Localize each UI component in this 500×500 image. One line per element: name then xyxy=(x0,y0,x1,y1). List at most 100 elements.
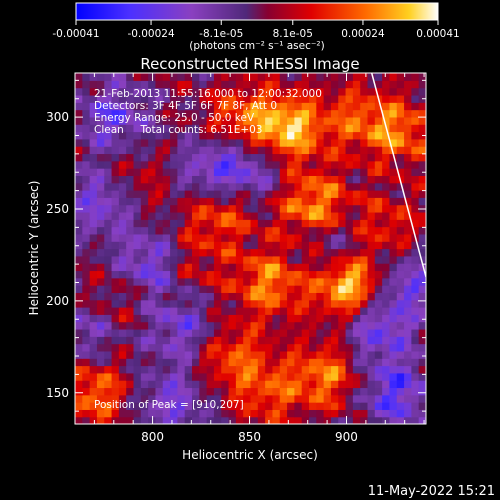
heatmap-cell xyxy=(221,80,230,89)
heatmap-cell xyxy=(228,277,237,286)
heatmap-cell xyxy=(89,358,98,367)
heatmap-cell xyxy=(199,343,208,352)
heatmap-cell xyxy=(170,343,178,352)
heatmap-cell xyxy=(177,248,186,257)
heatmap-cell xyxy=(243,248,252,257)
heatmap-cell xyxy=(235,365,244,374)
heatmap-cell xyxy=(396,124,405,133)
heatmap-cell xyxy=(294,314,303,323)
heatmap-cell xyxy=(206,328,215,337)
heatmap-cell xyxy=(301,226,310,235)
heatmap-cell xyxy=(287,80,295,89)
heatmap-cell xyxy=(404,160,412,169)
heatmap-cell xyxy=(155,211,164,220)
heatmap-cell xyxy=(228,314,237,323)
heatmap-cell xyxy=(367,109,376,118)
heatmap-cell xyxy=(118,299,127,308)
heatmap-cell xyxy=(389,285,398,293)
heatmap-cell xyxy=(126,343,135,352)
heatmap-cell xyxy=(111,131,120,140)
heatmap-cell xyxy=(301,80,310,89)
heatmap-cell xyxy=(213,124,222,133)
heatmap-cell xyxy=(184,336,193,345)
heatmap-cell xyxy=(206,277,215,286)
colorbar-tick-label: 0.00041 xyxy=(416,28,459,40)
heatmap-cell xyxy=(367,94,376,103)
heatmap-cell xyxy=(213,80,222,89)
heatmap-cell xyxy=(396,233,405,242)
heatmap-cell xyxy=(213,248,222,257)
heatmap-cell xyxy=(265,94,274,103)
heatmap-cell xyxy=(279,277,288,286)
heatmap-cell xyxy=(162,402,171,410)
heatmap-cell xyxy=(272,299,281,308)
heatmap-cell xyxy=(338,292,347,301)
heatmap-cell xyxy=(192,226,200,235)
heatmap-cell xyxy=(111,241,120,250)
heatmap-cell xyxy=(411,307,420,315)
heatmap-cell xyxy=(367,197,376,206)
heatmap-cell xyxy=(82,80,91,89)
heatmap-cell xyxy=(360,277,369,286)
heatmap-cell xyxy=(396,182,405,191)
heatmap-cell xyxy=(199,365,208,374)
heatmap-cell xyxy=(352,204,361,213)
heatmap-cell xyxy=(338,328,347,337)
heatmap-cell xyxy=(199,358,208,367)
heatmap-cell xyxy=(374,116,383,125)
heatmap-cell xyxy=(89,80,98,89)
heatmap-cell xyxy=(257,321,266,330)
heatmap-cell xyxy=(199,409,208,418)
heatmap-cell xyxy=(213,372,222,381)
heatmap-cell xyxy=(177,73,186,81)
heatmap-cell xyxy=(140,124,149,133)
heatmap-cell xyxy=(352,270,361,279)
heatmap-cell xyxy=(404,182,412,191)
heatmap-cell xyxy=(155,124,164,133)
heatmap-cell xyxy=(323,211,332,220)
heatmap-cell xyxy=(374,146,383,155)
heatmap-cell xyxy=(294,211,303,220)
heatmap-cell xyxy=(82,292,91,301)
heatmap-cell xyxy=(170,131,178,140)
heatmap-cell xyxy=(257,226,266,235)
heatmap-cell xyxy=(235,226,244,235)
heatmap-cell xyxy=(265,248,274,257)
heatmap-cell xyxy=(352,387,361,396)
heatmap-cell xyxy=(235,372,244,381)
heatmap-cell xyxy=(228,394,237,403)
heatmap-cell xyxy=(279,270,288,279)
heatmap-cell xyxy=(235,204,244,213)
heatmap-cell xyxy=(126,380,135,389)
heatmap-cell xyxy=(228,124,237,133)
heatmap-cell xyxy=(177,402,186,410)
heatmap-cell xyxy=(126,255,135,264)
heatmap-cell xyxy=(411,241,420,250)
heatmap-cell xyxy=(345,219,354,228)
heatmap-cell xyxy=(170,138,178,147)
heatmap-cell xyxy=(404,219,412,228)
heatmap-cell xyxy=(177,372,186,381)
heatmap-cell xyxy=(96,233,105,242)
heatmap-cell xyxy=(140,153,149,162)
heatmap-cell xyxy=(184,226,193,235)
heatmap-cell xyxy=(96,285,105,293)
heatmap-cell xyxy=(316,153,325,162)
heatmap-cell xyxy=(294,109,303,118)
heatmap-cell xyxy=(170,409,178,418)
heatmap-cell xyxy=(133,336,142,345)
heatmap-cell xyxy=(411,146,420,155)
heatmap-cell xyxy=(170,190,178,198)
heatmap-cell xyxy=(352,285,361,293)
heatmap-cell xyxy=(192,292,200,301)
heatmap-cell xyxy=(367,219,376,228)
heatmap-cell xyxy=(96,190,105,198)
heatmap-cell xyxy=(162,175,171,184)
heatmap-cell xyxy=(316,131,325,140)
heatmap-cell xyxy=(323,255,332,264)
heatmap-cell xyxy=(126,168,135,176)
heatmap-cell xyxy=(389,387,398,396)
heatmap-cell xyxy=(316,394,325,403)
heatmap-cell xyxy=(89,94,98,103)
heatmap-cell xyxy=(82,94,91,103)
